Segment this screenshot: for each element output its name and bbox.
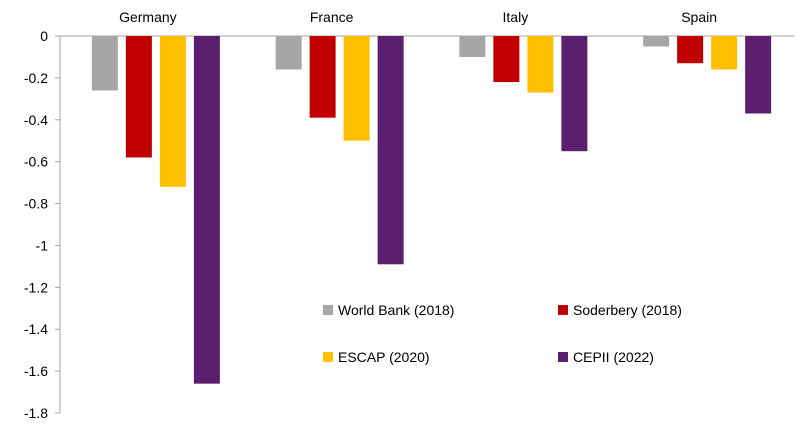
y-tick-label: -1.8 [24,405,48,421]
y-tick-label: -0.2 [24,70,48,86]
bars [91,36,772,384]
legend-label: Soderbery (2018) [573,302,682,318]
y-tick-label: -0.8 [24,196,48,212]
bar-cepii-2022-spain [745,36,772,114]
y-tick-label: -0.4 [24,112,48,128]
legend: World Bank (2018) Soderbery (2018) ESCAP (… [323,302,682,365]
bar-escap-2020-italy [527,36,554,93]
bar-world-bank-2018-france [275,36,302,70]
bar-world-bank-2018-italy [459,36,486,57]
bar-soderbery-2018-spain [677,36,704,64]
legend-label: CEPII (2022) [573,349,654,365]
category-label: Italy [503,9,529,25]
legend-label: World Bank (2018) [338,302,454,318]
category-labels: Germany France Italy Spain [119,9,717,25]
legend-swatch [323,305,333,315]
y-tick-label: -0.6 [24,154,48,170]
bar-world-bank-2018-germany [91,36,118,91]
y-tick-label: -1.2 [24,279,48,295]
bar-soderbery-2018-france [309,36,336,118]
y-tick-label: -1.6 [24,363,48,379]
category-label: Spain [681,9,717,25]
bar-world-bank-2018-spain [643,36,670,47]
legend-swatch [558,305,568,315]
category-label: Germany [119,9,177,25]
legend-label: ESCAP (2020) [338,349,430,365]
y-tick-label: 0 [40,28,48,44]
y-tick-label: -1 [36,237,49,253]
legend-swatch [558,352,568,362]
bar-cepii-2022-france [377,36,404,265]
bar-cepii-2022-italy [561,36,588,152]
y-tick-label: -1.4 [24,321,48,337]
legend-swatch [323,352,333,362]
bar-soderbery-2018-germany [125,36,152,158]
y-tick-labels: 0 -0.2 -0.4 -0.6 -0.8 -1 -1.2 -1.4 -1.6 -1.8 [24,28,48,421]
bar-cepii-2022-germany [193,36,220,384]
bar-escap-2020-germany [159,36,186,187]
bar-soderbery-2018-italy [493,36,520,83]
category-label: France [310,9,354,25]
bar-escap-2020-france [343,36,370,141]
bar-escap-2020-spain [711,36,738,70]
